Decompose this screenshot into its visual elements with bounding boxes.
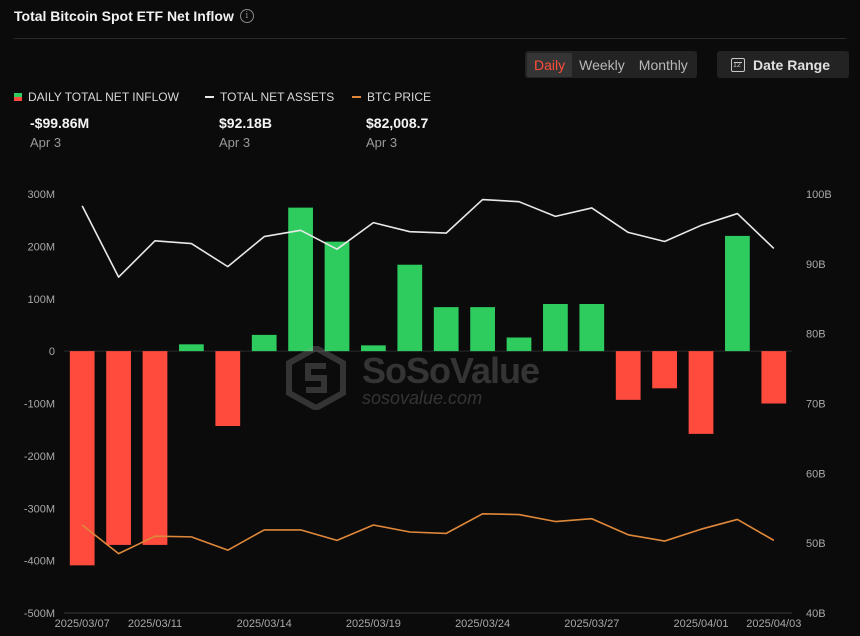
total-net-assets-line	[81, 198, 775, 278]
legend-assets: TOTAL NET ASSETS $92.18B Apr 3	[205, 90, 334, 150]
info-icon[interactable]: i	[239, 9, 254, 23]
bar[interactable]	[288, 207, 313, 352]
bar[interactable]	[361, 345, 386, 352]
bar[interactable]	[688, 351, 714, 434]
y-right-tick-label: 50B	[806, 538, 826, 550]
inflow-chart: 300M 200M 100M 0 -100M -200M -300M -400M -500M 10…	[24, 189, 832, 630]
calendar-icon	[731, 57, 745, 72]
period-selector: Daily Weekly Monthly	[525, 51, 697, 78]
bar[interactable]	[543, 303, 568, 352]
x-tick-label: 2025/04/03	[746, 618, 801, 630]
y-right-tick-label: 40B	[806, 608, 826, 620]
y-left-tick-label: 300M	[27, 189, 55, 201]
y-right-tick-label: 90B	[806, 259, 826, 271]
y-right-tick-label: 100B	[806, 189, 832, 201]
y-left-tick-label: -100M	[24, 399, 55, 411]
legend-assets-label: TOTAL NET ASSETS	[220, 90, 335, 104]
legend: DAILY TOTAL NET INFLOW -$99.86M Apr 3 TO…	[0, 90, 860, 160]
x-tick-label: 2025/03/11	[128, 618, 182, 630]
assets-swatch	[205, 96, 214, 98]
date-range-button[interactable]: Date Range	[717, 51, 849, 78]
legend-inflow: DAILY TOTAL NET INFLOW -$99.86M Apr 3	[14, 90, 179, 150]
bar[interactable]	[506, 337, 532, 352]
sosovalue-logo-icon	[286, 346, 346, 410]
y-right-tick-label: 60B	[806, 468, 826, 480]
y-left-tick-label: -500M	[24, 608, 55, 620]
title-bar: Total Bitcoin Spot ETF Net Inflow i	[14, 8, 254, 24]
bar[interactable]	[142, 351, 168, 545]
bar[interactable]	[69, 351, 95, 566]
bar[interactable]	[761, 351, 787, 404]
bar[interactable]	[397, 264, 423, 352]
bar[interactable]	[324, 241, 350, 352]
bar[interactable]	[179, 344, 204, 352]
period-weekly-button[interactable]: Weekly	[579, 56, 625, 73]
legend-price: BTC PRICE $82,008.7 Apr 3	[352, 90, 431, 150]
y-left-tick-label: 0	[49, 346, 55, 358]
legend-price-date: Apr 3	[366, 135, 398, 150]
x-tick-label: 2025/03/07	[55, 618, 110, 630]
bar[interactable]	[433, 307, 459, 352]
legend-assets-date: Apr 3	[219, 135, 251, 150]
y-right-tick-label: 80B	[806, 329, 826, 341]
y-left-tick-label: 200M	[27, 241, 55, 253]
legend-inflow-label: DAILY TOTAL NET INFLOW	[28, 90, 179, 104]
bar[interactable]	[470, 307, 495, 352]
bar[interactable]	[579, 303, 605, 352]
x-tick-label: 2025/04/01	[673, 618, 728, 630]
legend-price-label: BTC PRICE	[367, 90, 432, 104]
legend-assets-value: $92.18B	[219, 115, 272, 131]
x-tick-label: 2025/03/27	[564, 618, 619, 630]
bar[interactable]	[251, 334, 277, 352]
price-swatch	[352, 96, 361, 98]
y-left-tick-label: 100M	[27, 294, 55, 306]
bar[interactable]	[106, 351, 131, 545]
inflow-swatch	[14, 93, 22, 101]
bar[interactable]	[652, 351, 677, 389]
watermark-url: sosovalue.com	[362, 388, 483, 408]
bar[interactable]	[725, 235, 750, 352]
legend-inflow-date: Apr 3	[30, 135, 62, 150]
y-right-tick-label: 70B	[806, 399, 826, 411]
date-range-label: Date Range	[753, 56, 831, 73]
bar[interactable]	[215, 351, 241, 427]
x-tick-label: 2025/03/19	[346, 618, 401, 630]
page-title: Total Bitcoin Spot ETF Net Inflow	[14, 8, 234, 24]
x-tick-label: 2025/03/24	[455, 618, 510, 630]
legend-price-value: $82,008.7	[366, 115, 429, 131]
y-left-tick-label: -300M	[24, 503, 55, 515]
bar[interactable]	[615, 351, 641, 400]
btc-price-line	[81, 513, 775, 555]
watermark-name: SoSoValue	[362, 350, 540, 391]
legend-inflow-value: -$99.86M	[30, 115, 90, 131]
divider	[14, 38, 846, 39]
period-monthly-button[interactable]: Monthly	[638, 56, 688, 73]
period-daily-button[interactable]: Daily	[527, 52, 573, 77]
x-tick-label: 2025/03/14	[237, 618, 292, 630]
y-left-tick-label: -200M	[24, 451, 55, 463]
y-left-tick-label: -400M	[24, 556, 55, 568]
